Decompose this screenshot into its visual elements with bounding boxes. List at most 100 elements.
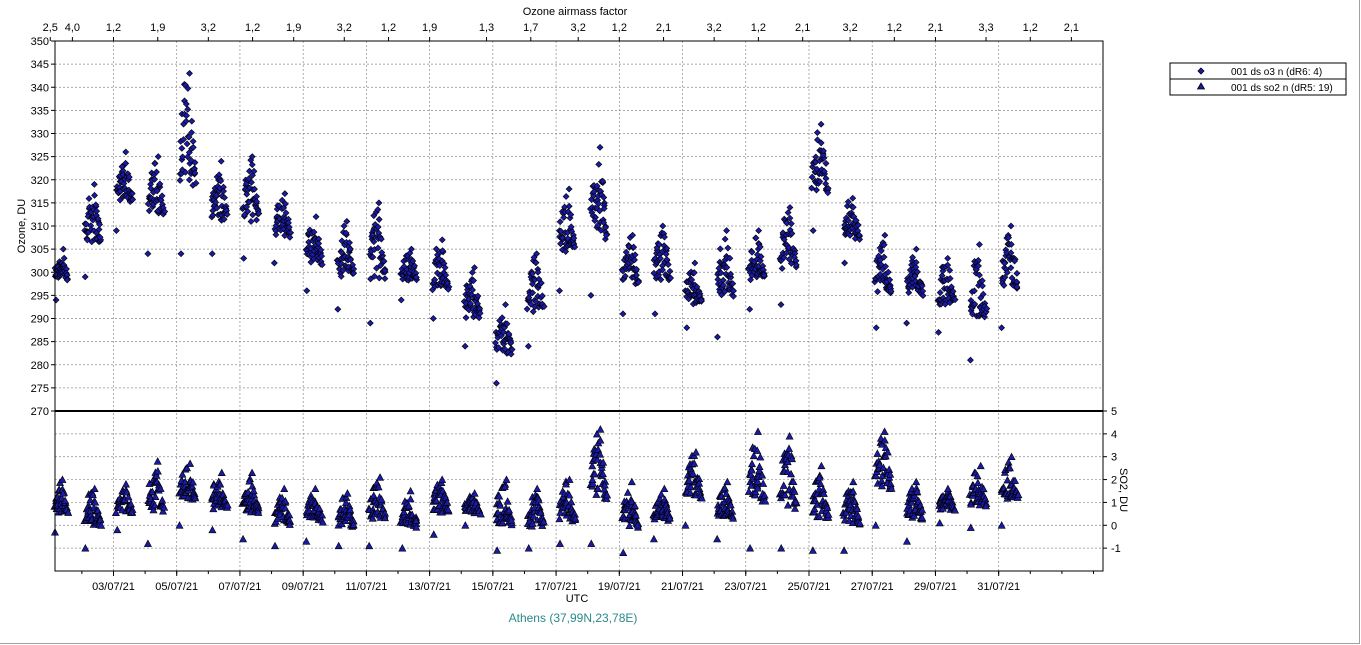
so2-point <box>592 490 601 498</box>
ozone-point <box>338 249 346 256</box>
so2-point <box>655 494 664 502</box>
ozone-point <box>340 222 348 230</box>
ozone-point <box>1001 259 1009 267</box>
ozone-point <box>667 274 675 282</box>
ozone-point <box>158 192 166 200</box>
ozone-point <box>94 215 102 223</box>
ozone-point <box>532 259 540 267</box>
so2-point <box>600 485 609 493</box>
so2-point <box>376 473 385 481</box>
ozone-point <box>1007 249 1015 257</box>
so2-point <box>810 504 819 513</box>
so2-point <box>758 471 767 479</box>
so2-point <box>817 461 826 470</box>
ozone-point <box>914 268 921 276</box>
date-tick-label: 11/07/21 <box>345 581 387 593</box>
so2-point <box>588 479 597 487</box>
ozone-point <box>998 324 1006 332</box>
ozone-point <box>841 259 849 267</box>
ozone-point <box>1003 269 1011 276</box>
so2-point <box>593 484 602 492</box>
ozone-point <box>397 296 405 304</box>
so2-point <box>505 505 514 514</box>
ozone-point <box>630 243 638 251</box>
so2-point <box>182 463 191 472</box>
ozone-point <box>1007 264 1015 272</box>
ozone-point <box>819 151 827 159</box>
ozone-point <box>375 274 383 282</box>
so2-point <box>429 530 438 538</box>
ozone-point <box>556 287 563 295</box>
ozone-point <box>444 285 452 293</box>
airmass-tick-label: 1,9 <box>286 22 301 34</box>
so2-point <box>596 425 605 433</box>
ozone-point <box>91 191 98 199</box>
ozone-point <box>556 218 564 226</box>
ozone-point <box>877 247 885 255</box>
ozone-point <box>507 350 515 358</box>
airmass-tick-label: 3,2 <box>337 22 352 34</box>
so2-point <box>759 479 768 487</box>
ozone-point <box>651 310 659 318</box>
ozone-point <box>978 277 986 285</box>
ozone-point <box>786 204 794 211</box>
so2-tick-label: 3 <box>1111 452 1117 464</box>
ozone-point <box>664 261 672 268</box>
date-tick-label: 07/07/21 <box>219 581 262 593</box>
ozone-point <box>944 254 952 262</box>
so2-point <box>755 466 764 474</box>
ozone-point <box>286 233 294 241</box>
ozone-point <box>251 185 258 193</box>
ozone-point <box>378 249 386 256</box>
so2-point <box>918 505 927 514</box>
ozone-point <box>596 143 604 151</box>
ozone-tick-label: 275 <box>31 383 49 395</box>
airmass-tick-label: 1,3 <box>479 22 494 34</box>
so2-point <box>186 459 195 467</box>
so2-point <box>853 504 862 512</box>
ozone-point <box>185 133 193 141</box>
ozone-point <box>282 209 290 217</box>
so2-point <box>152 471 161 479</box>
ozone-point <box>241 211 249 219</box>
so2-point <box>755 462 764 470</box>
ozone-point <box>337 272 345 280</box>
so2-point <box>627 477 636 486</box>
so2-point <box>280 484 289 493</box>
so2-point <box>966 523 975 531</box>
top-axis-title: Ozone airmass factor <box>523 6 628 18</box>
so2-point <box>913 487 922 495</box>
ozone-tick-label: 295 <box>31 290 49 302</box>
ozone-point <box>178 144 186 152</box>
so2-point <box>271 541 280 550</box>
ozone-point <box>527 300 535 308</box>
ozone-point <box>884 268 892 276</box>
so2-point <box>502 475 511 483</box>
ozone-point <box>783 219 791 227</box>
so2-point <box>753 427 762 435</box>
ozone-point <box>177 250 185 258</box>
so2-point <box>61 496 70 504</box>
so2-point <box>64 508 73 516</box>
so2-point <box>935 518 944 527</box>
ozone-tick-label: 330 <box>31 129 49 141</box>
ozone-point <box>90 180 98 188</box>
ozone-point <box>59 245 67 253</box>
so2-tick-label: 0 <box>1111 520 1117 532</box>
so2-point <box>58 475 67 483</box>
ozone-point <box>245 198 253 206</box>
ozone-point <box>161 208 169 215</box>
so2-point <box>158 496 167 504</box>
ozone-point <box>967 356 974 364</box>
ozone-point <box>192 179 200 187</box>
so2-point <box>368 514 377 522</box>
ozone-point <box>189 137 197 145</box>
so2-point <box>500 482 509 490</box>
ozone-point <box>183 112 190 120</box>
so2-point <box>761 497 770 505</box>
ozone-point <box>96 221 104 228</box>
so2-point <box>588 461 597 470</box>
so2-tick-label: -1 <box>1111 543 1121 555</box>
ozone-point <box>760 271 768 279</box>
airmass-tick-label: 2,5 <box>43 22 58 34</box>
